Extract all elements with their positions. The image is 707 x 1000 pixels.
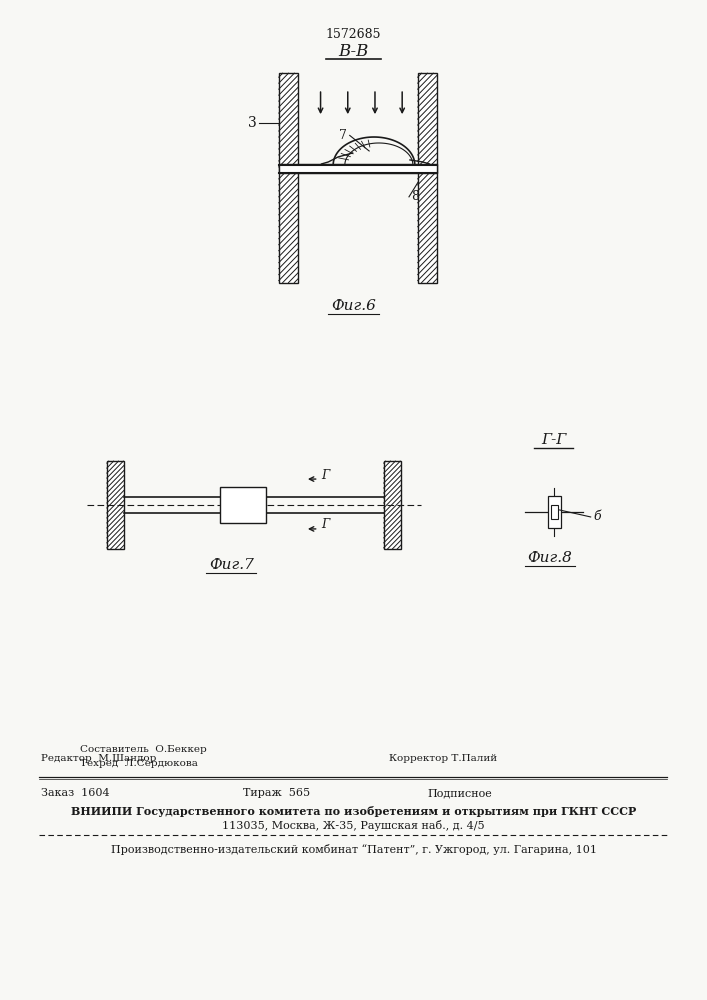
Text: ВНИИПИ Государственного комитета по изобретениям и открытиям при ГКНТ СССР: ВНИИПИ Государственного комитета по изоб… bbox=[71, 806, 636, 817]
Text: Редактор  М.Шандор: Редактор М.Шандор bbox=[41, 754, 156, 763]
Text: Тираж  565: Тираж 565 bbox=[243, 788, 310, 798]
Text: 113035, Москва, Ж-35, Раушская наб., д. 4/5: 113035, Москва, Ж-35, Раушская наб., д. … bbox=[222, 820, 485, 831]
Text: Г: Г bbox=[322, 518, 329, 531]
Text: 8: 8 bbox=[411, 190, 419, 203]
Text: Техред  Л.Сердюкова: Техред Л.Сердюкова bbox=[80, 759, 197, 768]
Text: Составитель  О.Беккер: Составитель О.Беккер bbox=[80, 745, 206, 754]
Text: Г: Г bbox=[322, 469, 329, 482]
Bar bbox=[551, 505, 558, 519]
Bar bbox=[384, 461, 401, 549]
Bar bbox=[219, 487, 266, 523]
Text: Подписное: Подписное bbox=[428, 788, 492, 798]
Text: Фиг.8: Фиг.8 bbox=[527, 551, 572, 565]
Bar bbox=[279, 73, 298, 283]
Text: 7: 7 bbox=[339, 129, 347, 142]
Bar bbox=[418, 73, 437, 283]
Text: 3: 3 bbox=[247, 116, 257, 130]
Text: Фиг.6: Фиг.6 bbox=[331, 299, 376, 313]
Text: Корректор Т.Палий: Корректор Т.Палий bbox=[389, 754, 497, 763]
Text: Производственно-издательский комбинат “Патент”, г. Ужгород, ул. Гагарина, 101: Производственно-издательский комбинат “П… bbox=[110, 844, 597, 855]
Text: Заказ  1604: Заказ 1604 bbox=[41, 788, 110, 798]
Text: 1572685: 1572685 bbox=[326, 28, 381, 41]
Text: B-B: B-B bbox=[339, 43, 369, 60]
Text: б: б bbox=[594, 510, 601, 523]
Bar bbox=[548, 496, 561, 528]
Text: Г-Г: Г-Г bbox=[541, 433, 566, 447]
Bar bbox=[279, 164, 437, 173]
Text: Фиг.7: Фиг.7 bbox=[209, 558, 254, 572]
Bar bbox=[107, 461, 124, 549]
